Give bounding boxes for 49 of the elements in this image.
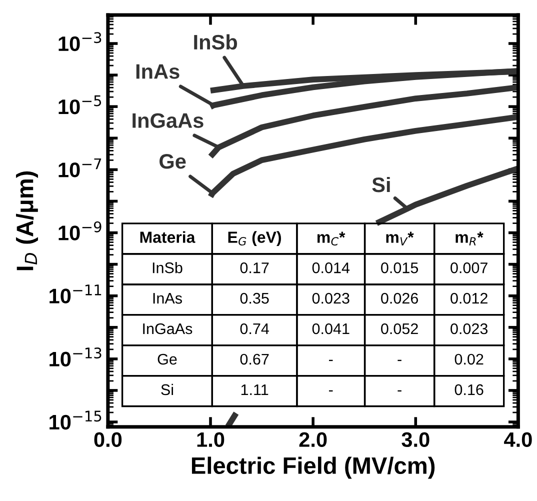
x-tick-label: 1.0 — [197, 432, 224, 448]
annotation: 0.014 — [312, 262, 350, 274]
annotation: 0.35 — [240, 292, 269, 304]
annotation: - — [329, 390, 333, 392]
annotation: - — [329, 360, 333, 362]
annotation: InSb — [152, 262, 182, 274]
annotation: 0.023 — [450, 323, 488, 334]
annotation: 0.007 — [450, 262, 488, 274]
y-axis-title: I$_{D}$ (A/μm) — [16, 171, 38, 270]
annotation: Si — [161, 384, 173, 396]
y-tick-label: 10$^{−3}$ — [58, 32, 102, 52]
annotation: 0.17 — [240, 262, 269, 274]
annotation: 0.015 — [381, 262, 418, 274]
annotation: 0.052 — [381, 323, 418, 334]
series-label: InGaAs — [132, 113, 204, 128]
annotation: 0.041 — [312, 323, 350, 334]
text: InAs — [136, 64, 180, 79]
annotation: m$_{C}$* — [317, 232, 346, 246]
annotation: 0.012 — [450, 292, 488, 304]
y-tick-label: 10$^{−11}$ — [50, 284, 102, 304]
annotation: 0.74 — [240, 323, 269, 334]
series-label: Si — [372, 176, 390, 192]
y-tick-label: 10$^{−15}$ — [50, 410, 102, 430]
y-tick-label: 10$^{−7}$ — [58, 158, 102, 178]
annotation: E$_{G}$ (eV) — [228, 231, 281, 246]
annotation: 0.026 — [381, 292, 418, 304]
annotation: 0.023 — [312, 292, 350, 304]
annotation: 1.11 — [241, 384, 268, 395]
x-axis-title: Electric Field (MV/cm) — [192, 456, 435, 479]
annotation: - — [398, 360, 402, 362]
annotation: m$_{V}$* — [386, 232, 414, 246]
x-tick-label: 3.0 — [402, 432, 430, 448]
annotation: InAs — [153, 293, 182, 304]
annotation: - — [398, 390, 402, 392]
series-label: InSb — [194, 34, 238, 50]
x-tick-label: 4.0 — [504, 432, 532, 448]
annotation: 0.02 — [454, 354, 484, 365]
annotation: 0.16 — [454, 384, 484, 396]
annotation: InGaAs — [143, 323, 192, 334]
y-tick-label: 10$^{−13}$ — [50, 347, 102, 366]
annotation: Materia — [140, 231, 196, 243]
annotation: 0.67 — [240, 354, 269, 365]
annotation: Ge — [158, 354, 177, 365]
y-tick-label: 10$^{−5}$ — [58, 95, 102, 114]
x-tick-label: 2.0 — [299, 432, 327, 448]
annotation: m$_{R}$* — [456, 232, 484, 246]
y-tick-label: 10$^{−9}$ — [58, 221, 102, 240]
x-tick-label: 0.0 — [94, 432, 122, 448]
series-label: Ge — [160, 154, 186, 169]
